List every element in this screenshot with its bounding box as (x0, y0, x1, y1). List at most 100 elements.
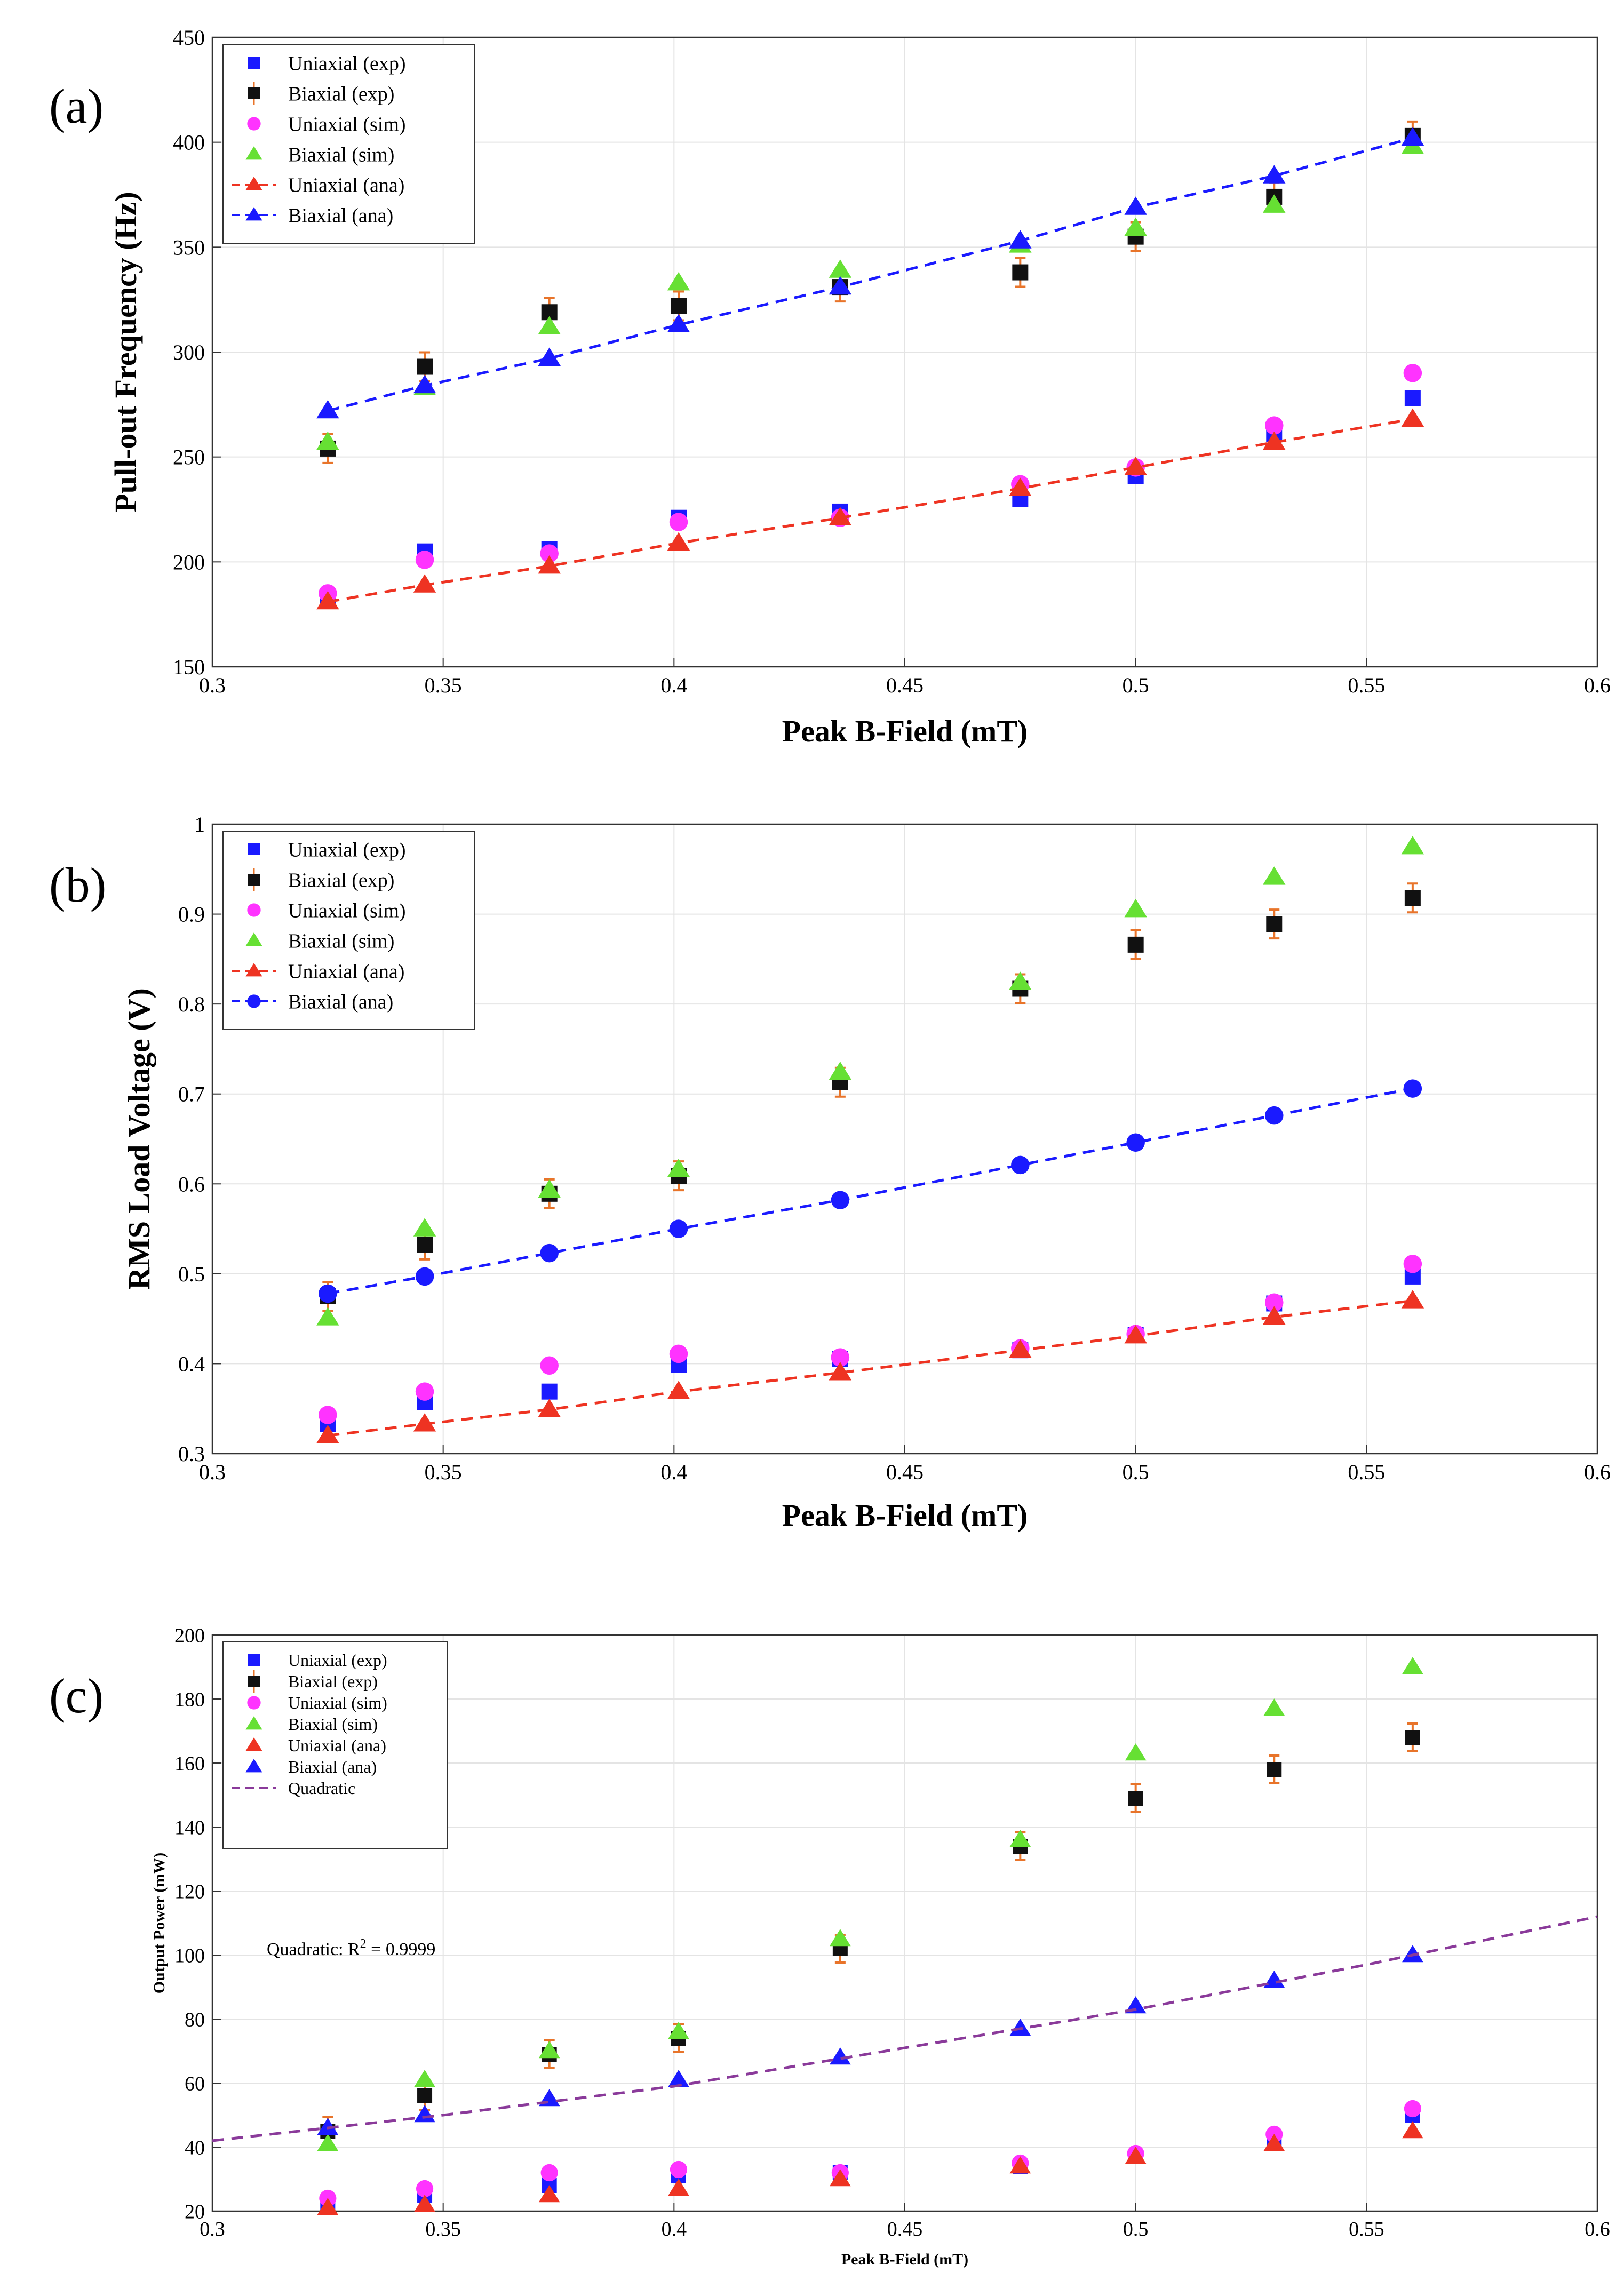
series-line (212, 1915, 1598, 2142)
legend-label: Biaxial (ana) (288, 204, 393, 227)
x-tick-label: 0.4 (660, 673, 687, 697)
series-biaxial-ana (316, 127, 1424, 419)
series-line (328, 1299, 1413, 1437)
legend-item: Uniaxial (ana) (232, 174, 404, 196)
y-tick-label: 0.4 (178, 1352, 205, 1376)
data-point (416, 2180, 434, 2198)
y-tick-label: 160 (174, 1752, 205, 1775)
data-point (1266, 916, 1283, 932)
data-point (1009, 2019, 1031, 2036)
data-point (540, 1356, 559, 1375)
data-point (668, 2022, 689, 2039)
y-tick-label: 200 (174, 1624, 205, 1647)
x-tick-label: 0.45 (887, 2218, 923, 2240)
legend-label: Uniaxial (exp) (288, 52, 406, 75)
y-axis-label: Output Power (mW) (150, 1853, 168, 1993)
chart-panel-b: 0.3 0.35 0.4 0.45 0.5 0.55 0.6 0.3 0.4 0.5 0.6 0.7 0… (49, 812, 1611, 1533)
data-point (1405, 1730, 1420, 1745)
data-point (668, 2070, 689, 2087)
data-point (413, 1218, 436, 1237)
data-point (829, 1362, 852, 1381)
legend-item: Uniaxial (exp) (248, 839, 406, 861)
data-point (1124, 1325, 1147, 1344)
x-tick-label: 0.45 (886, 1460, 924, 1484)
legend-marker (245, 1716, 262, 1730)
legend-marker (247, 1696, 261, 1710)
data-point (829, 507, 852, 525)
x-tick-label: 0.3 (199, 1460, 226, 1484)
legend-box (222, 44, 475, 244)
data-point (541, 1383, 558, 1400)
y-axis-label: Pull-out Frequency (Hz) (108, 192, 143, 512)
y-tick-label: 120 (174, 1880, 205, 1903)
series-uniaxial-ana (317, 2121, 1423, 2215)
legend-marker (248, 57, 260, 69)
y-axis-label: RMS Load Voltage (V) (122, 988, 156, 1290)
data-point (538, 2185, 560, 2203)
legend-marker (248, 87, 260, 99)
legend-item: Uniaxial (ana) (245, 1736, 386, 1755)
legend-label: Biaxial (sim) (288, 930, 394, 952)
x-axis-label: Peak B-Field (mT) (782, 1498, 1028, 1533)
data-point (1403, 364, 1422, 382)
data-point (319, 1406, 337, 1424)
legend-marker (245, 932, 262, 946)
data-point (1009, 1830, 1031, 1847)
y-tick-label: 250 (173, 445, 205, 469)
legend-label: Uniaxial (sim) (288, 113, 406, 135)
series-uniaxial-ana (316, 1290, 1424, 1443)
axes-frame (211, 36, 1598, 668)
series-biaxial-ana (319, 1079, 1422, 1303)
axes-frame (211, 823, 1598, 1455)
x-tick-label: 0.6 (1584, 673, 1611, 697)
data-point (1401, 127, 1424, 146)
r-squared-annotation: Quadratic: R2 = 0.9999 (267, 1937, 435, 1959)
data-point (1009, 477, 1032, 496)
data-point (1265, 1106, 1284, 1125)
data-point (1403, 1079, 1422, 1098)
x-tick-label: 0.3 (199, 673, 226, 697)
data-point (1403, 1255, 1422, 1273)
data-point (1404, 390, 1421, 406)
legend-marker (245, 207, 262, 221)
y-tick-label: 140 (174, 1816, 205, 1839)
y-tick-label: 0.5 (178, 1262, 205, 1286)
data-point (668, 2179, 689, 2196)
data-point (538, 1179, 561, 1198)
legend-label: Uniaxial (sim) (288, 899, 406, 922)
legend-label: Uniaxial (exp) (288, 1650, 387, 1670)
legend-item: Uniaxial (ana) (232, 960, 404, 983)
annotation-suffix: = 0.9999 (367, 1940, 436, 1959)
legend-marker (247, 117, 261, 131)
legend-label: Biaxial (exp) (288, 1672, 378, 1691)
chart-panel-a: 0.3 0.35 0.4 0.45 0.5 0.55 0.6 150 200 250 300 350 4… (49, 26, 1611, 748)
data-point (413, 374, 436, 394)
legend-label: Biaxial (ana) (288, 1757, 377, 1776)
data-point (1011, 1155, 1030, 1175)
series-quadratic (212, 1915, 1598, 2142)
data-point (1009, 1339, 1032, 1358)
x-axis-label: Peak B-Field (mT) (841, 2251, 968, 2268)
data-point (829, 1062, 852, 1080)
legend-item: Uniaxial (exp) (248, 1650, 387, 1670)
data-point (1265, 416, 1284, 435)
x-tick-label: 0.5 (1123, 1460, 1149, 1484)
data-point (1265, 1293, 1284, 1312)
y-tick-label: 450 (173, 26, 205, 50)
data-point (1124, 196, 1147, 215)
legend-item: Biaxial (sim) (245, 930, 394, 952)
legend: Uniaxial (exp) Biaxial (exp) Uniaxial (sim… (222, 1641, 448, 1849)
data-point (1404, 890, 1421, 906)
data-point (670, 298, 687, 314)
axes-frame (211, 1634, 1598, 2212)
legend-label: Biaxial (exp) (288, 869, 394, 891)
x-axis-label: Peak B-Field (mT) (782, 714, 1028, 748)
data-point (830, 2169, 851, 2187)
legend-label: Uniaxial (ana) (288, 174, 404, 196)
data-point (1263, 866, 1286, 885)
data-point (1128, 1791, 1143, 1806)
data-point (830, 1929, 851, 1947)
y-tick-label: 80 (185, 2008, 205, 2031)
legend-label: Biaxial (exp) (288, 83, 394, 105)
